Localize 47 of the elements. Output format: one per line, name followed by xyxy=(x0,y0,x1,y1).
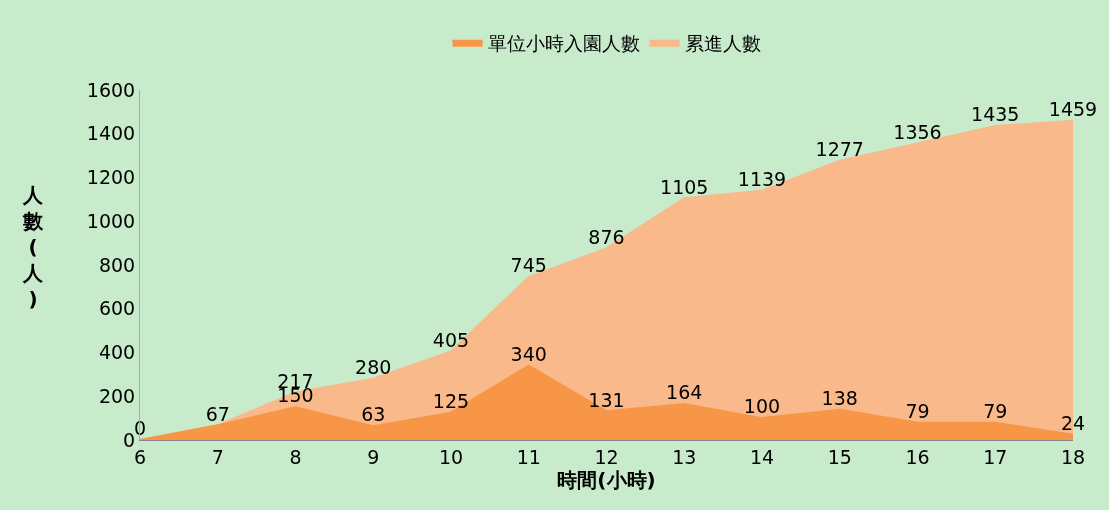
data-label: 1435 xyxy=(971,103,1020,126)
x-tick-label: 14 xyxy=(749,445,775,468)
x-tick-label: 9 xyxy=(367,445,380,468)
x-tick-label: 7 xyxy=(211,445,224,468)
x-tick-label: 12 xyxy=(594,445,619,468)
data-label: 79 xyxy=(905,399,930,422)
y-tick-label: 400 xyxy=(98,341,136,364)
x-tick-label: 15 xyxy=(827,445,852,468)
data-label: 1139 xyxy=(737,168,787,191)
y-tick-label: 200 xyxy=(98,384,136,407)
x-tick-label: 17 xyxy=(983,445,1008,468)
y-tick-label: 1400 xyxy=(86,122,136,145)
x-tick-label: 10 xyxy=(438,445,464,468)
y-tick-label: 0 xyxy=(123,428,136,451)
x-tick-label: 18 xyxy=(1060,445,1086,468)
data-label: 1105 xyxy=(660,175,709,198)
y-tick-label: 1000 xyxy=(86,209,136,232)
x-tick-label: 16 xyxy=(905,445,930,468)
data-label: 876 xyxy=(588,225,625,248)
y-tick-label: 600 xyxy=(98,297,136,320)
x-axis-title: 時間(小時) xyxy=(557,468,656,493)
data-label: 340 xyxy=(510,342,547,365)
data-label: 745 xyxy=(510,254,547,277)
data-label: 1356 xyxy=(893,120,942,143)
y-tick-label: 800 xyxy=(98,253,136,276)
data-label: 164 xyxy=(666,381,703,404)
legend-label: 累進人數 xyxy=(684,32,761,55)
x-tick-label: 6 xyxy=(133,445,147,468)
data-label: 63 xyxy=(361,403,386,426)
data-label: 24 xyxy=(1060,412,1086,434)
data-label: 100 xyxy=(743,395,781,418)
data-label: 280 xyxy=(355,356,392,378)
y-axis-title: 人數(人) xyxy=(22,183,44,311)
data-label: 125 xyxy=(432,389,470,412)
data-label: 138 xyxy=(821,387,858,410)
data-label: 1459 xyxy=(1048,98,1098,121)
data-label: 1277 xyxy=(815,137,864,160)
data-label: 405 xyxy=(432,328,470,351)
legend-label: 單位小時入園人數 xyxy=(487,32,640,55)
x-tick-label: 11 xyxy=(516,445,541,468)
data-label: 79 xyxy=(983,399,1008,422)
x-tick-label: 8 xyxy=(289,445,302,468)
data-label: 67 xyxy=(205,402,230,425)
data-label: 131 xyxy=(588,388,625,411)
y-tick-label: 1200 xyxy=(86,166,136,189)
x-tick-label: 13 xyxy=(672,445,697,468)
y-tick-label: 1600 xyxy=(86,78,136,101)
